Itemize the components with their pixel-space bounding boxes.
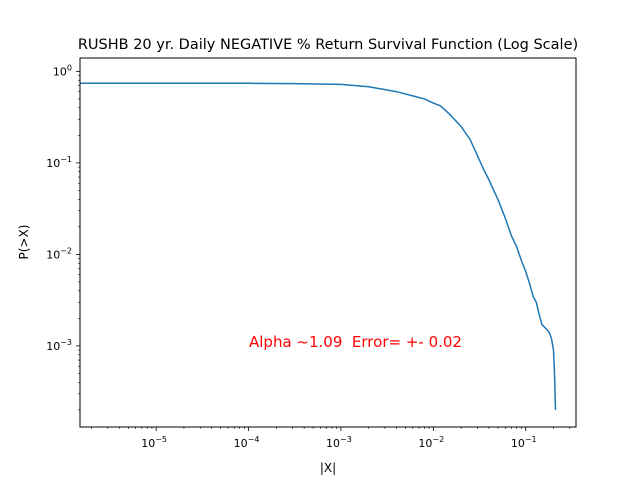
x-tick-label: 10−2 <box>418 435 444 450</box>
x-axis-label: |X| <box>320 461 336 475</box>
x-tick-label: 10−4 <box>234 435 260 450</box>
series-line <box>80 82 557 410</box>
annotation-text: Alpha ~1.09 Error= +- 0.02 <box>249 333 462 351</box>
y-tick-label: 10−1 <box>46 155 72 170</box>
x-tick-label: 10−5 <box>141 435 167 450</box>
plot-frame <box>79 57 577 428</box>
chart-title: RUSHB 20 yr. Daily NEGATIVE % Return Sur… <box>78 37 578 53</box>
y-axis-label: P(>X) <box>17 225 31 260</box>
y-tick-label: 10−2 <box>46 246 72 261</box>
y-tick-label: 100 <box>53 63 72 78</box>
x-tick-label: 10−3 <box>326 435 352 450</box>
y-tick-label: 10−3 <box>46 338 72 353</box>
x-tick-label: 10−1 <box>511 435 537 450</box>
plot-area <box>80 58 576 427</box>
